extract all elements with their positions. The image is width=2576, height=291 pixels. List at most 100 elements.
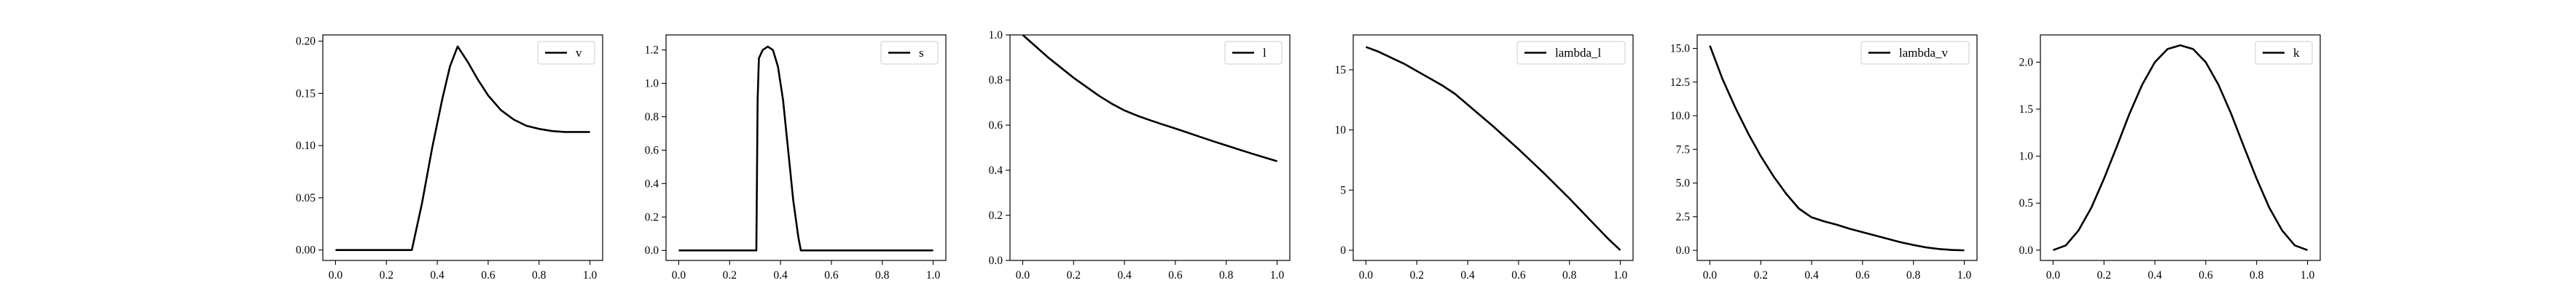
y-tick-label: 0.6	[645, 144, 659, 156]
legend-label: l	[1263, 46, 1267, 60]
y-tick-label: 7.5	[1676, 143, 1691, 156]
y-tick-label: 12.5	[1670, 76, 1690, 89]
y-tick-label: 1.2	[645, 44, 659, 57]
x-tick-label: 1.0	[2301, 269, 2315, 282]
x-tick-label: 0.8	[2250, 269, 2264, 282]
x-tick-label: 0.2	[1067, 269, 1081, 282]
x-tick-label: 0.6	[1511, 269, 1526, 282]
panel-6: 0.0 0.2 0.4 0.6 0.8 1.0 0.0 0.5 1.0 1.5 2.0 k	[2019, 34, 2321, 282]
axes-frame	[322, 34, 603, 261]
x-tick-label: 0.8	[875, 269, 890, 282]
x-tick-label: 0.8	[532, 269, 547, 282]
panel-5: 0.0 0.2 0.4 0.6 0.8 1.0 0.0 2.5 5.0 7.5 10.0 12.5 15…	[1670, 34, 1978, 282]
y-tick-label: 0.10	[296, 140, 316, 152]
y-tick-label: 0.20	[296, 36, 316, 48]
y-tick-label: 1.5	[2019, 103, 2034, 116]
y-tick-label: 0.0	[645, 244, 659, 257]
y-tick-label: 1.0	[645, 78, 659, 90]
x-tick-label: 0.6	[824, 269, 839, 282]
y-tick-label: 0.4	[989, 164, 1003, 177]
y-tick-label: 0.8	[989, 74, 1003, 87]
y-tick-label: 1.0	[2019, 151, 2034, 163]
x-tick-label: 0.8	[1219, 269, 1234, 282]
x-tick-label: 0.4	[430, 269, 445, 282]
y-tick-label: 0.2	[645, 211, 659, 223]
x-tick-label: 0.0	[672, 269, 686, 282]
axes-frame	[665, 34, 947, 261]
y-tick-label: 10.0	[1670, 110, 1690, 122]
x-tick-label: 0.8	[1906, 269, 1921, 282]
legend: lambda_l	[1516, 41, 1626, 65]
x-tick-label: 0.6	[481, 269, 496, 282]
x-tick-label: 0.2	[723, 269, 737, 282]
legend: l	[1224, 41, 1283, 65]
x-tick-label: 0.4	[773, 269, 788, 282]
axes-frame	[1352, 34, 1634, 261]
x-tick-label: 1.0	[926, 269, 941, 282]
x-tick-label: 0.0	[1016, 269, 1030, 282]
legend-label: lambda_v	[1899, 46, 1949, 60]
panel-4: 0.0 0.2 0.4 0.6 0.8 1.0 0 5 10 15 lambda_l	[1335, 34, 1634, 282]
axes-frame	[1696, 34, 1978, 261]
y-tick-label: 0.0	[989, 255, 1003, 267]
x-tick-label: 0.2	[380, 269, 394, 282]
x-tick-label: 1.0	[1613, 269, 1628, 282]
x-tick-label: 0.4	[2148, 269, 2162, 282]
y-tick-label: 5.0	[1676, 178, 1691, 190]
y-tick-label: 15.0	[1670, 43, 1690, 55]
x-tick-label: 0.6	[1168, 269, 1183, 282]
legend-label: v	[576, 46, 582, 60]
y-tick-label: 5	[1340, 184, 1346, 196]
y-tick-label: 0.8	[645, 111, 659, 124]
legend-label: s	[919, 46, 924, 60]
series-line-lambda_l	[1365, 46, 1621, 251]
y-tick-label: 1.0	[989, 29, 1003, 41]
x-tick-label: 0.6	[1855, 269, 1870, 282]
x-tick-label: 0.8	[1562, 269, 1577, 282]
series-line-lambda_v	[1709, 45, 1965, 252]
panel-2: 0.0 0.2 0.4 0.6 0.8 1.0 0.0 0.2 0.4 0.6 0.8 1.0 1.2 s	[645, 34, 947, 282]
x-tick-label: 1.0	[583, 269, 598, 282]
y-tick-label: 0	[1340, 244, 1346, 257]
panel-1: 0.0 0.2 0.4 0.6 0.8 1.0 0.00 0.05 0.10 0.15 0.20 v	[296, 34, 603, 282]
y-tick-label: 0.05	[296, 192, 316, 204]
y-tick-label: 0.15	[296, 87, 316, 100]
y-tick-label: 0.6	[989, 119, 1003, 132]
x-tick-label: 0.4	[1804, 269, 1819, 282]
series-line-s	[678, 45, 933, 252]
y-tick-label: 0.0	[1676, 244, 1691, 257]
x-tick-label: 0.6	[2199, 269, 2213, 282]
x-tick-label: 0.2	[2097, 269, 2111, 282]
panel-3: 0.0 0.2 0.4 0.6 0.8 1.0 0.0 0.2 0.4 0.6 0.8 1.0 l	[989, 29, 1291, 282]
x-tick-label: 0.0	[2046, 269, 2061, 282]
x-tick-label: 0.0	[329, 269, 343, 282]
y-tick-label: 0.00	[296, 244, 316, 257]
x-tick-label: 0.2	[1754, 269, 1768, 282]
legend: v	[537, 41, 595, 65]
legend: k	[2255, 41, 2313, 65]
x-tick-label: 1.0	[1270, 269, 1285, 282]
legend-label: lambda_l	[1555, 46, 1602, 60]
legend: s	[880, 41, 939, 65]
x-tick-label: 1.0	[1957, 269, 1972, 282]
y-tick-label: 10	[1335, 124, 1347, 137]
x-tick-label: 0.0	[1359, 269, 1374, 282]
x-tick-label: 0.2	[1410, 269, 1424, 282]
axes-frame	[1009, 34, 1291, 261]
legend-box	[1860, 41, 1970, 65]
x-tick-label: 0.4	[1117, 269, 1132, 282]
y-tick-label: 2.5	[1676, 211, 1691, 223]
y-tick-label: 0.2	[989, 210, 1003, 222]
legend-box	[1516, 41, 1626, 65]
y-tick-label: 15	[1335, 64, 1347, 76]
y-tick-label: 2.0	[2019, 56, 2034, 68]
series-line-v	[335, 45, 590, 251]
legend-label: k	[2293, 46, 2300, 60]
x-tick-label: 0.0	[1703, 269, 1718, 282]
y-tick-label: 0.5	[2019, 197, 2034, 210]
legend: lambda_v	[1860, 41, 1970, 65]
x-tick-label: 0.4	[1460, 269, 1475, 282]
y-tick-label: 0.4	[645, 178, 659, 190]
series-line-k	[2052, 44, 2309, 252]
